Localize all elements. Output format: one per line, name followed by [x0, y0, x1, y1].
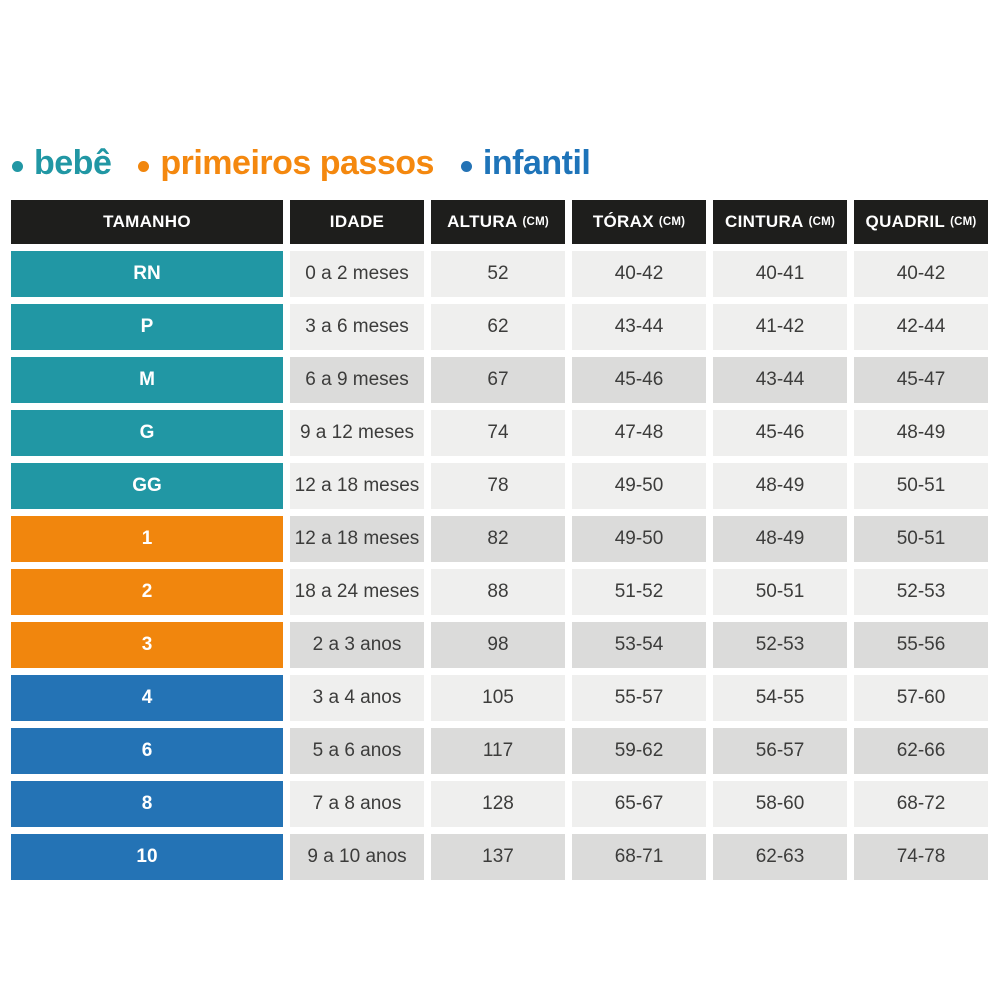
- hip-cell: 57-60: [854, 675, 988, 721]
- waist-cell: 40-41: [713, 251, 847, 297]
- waist-cell: 62-63: [713, 834, 847, 880]
- age-cell: 7 a 8 anos: [290, 781, 424, 827]
- legend-item-infantil: infantil: [460, 144, 591, 183]
- size-cell: M: [11, 357, 283, 403]
- hip-cell: 48-49: [854, 410, 988, 456]
- size-cell: 4: [11, 675, 283, 721]
- legend-label: infantil: [482, 144, 591, 182]
- waist-cell: 43-44: [713, 357, 847, 403]
- chest-cell: 43-44: [572, 304, 706, 350]
- height-cell: 128: [431, 781, 565, 827]
- hip-cell: 74-78: [854, 834, 988, 880]
- age-cell: 3 a 4 anos: [290, 675, 424, 721]
- age-cell: 3 a 6 meses: [290, 304, 424, 350]
- chest-cell: 40-42: [572, 251, 706, 297]
- size-cell: 2: [11, 569, 283, 615]
- waist-cell: 54-55: [713, 675, 847, 721]
- size-cell: 1: [11, 516, 283, 562]
- legend-dot-icon: [138, 160, 150, 172]
- legend-dot-icon: [460, 160, 472, 172]
- chest-cell: 59-62: [572, 728, 706, 774]
- chest-cell: 49-50: [572, 463, 706, 509]
- age-cell: 2 a 3 anos: [290, 622, 424, 668]
- size-chart-table: TAMANHO IDADE ALTURA (CM) TÓRAX (CM) CINTU…: [11, 200, 988, 880]
- chest-cell: 65-67: [572, 781, 706, 827]
- waist-cell: 52-53: [713, 622, 847, 668]
- header-altura: ALTURA (CM): [431, 200, 565, 244]
- hip-cell: 62-66: [854, 728, 988, 774]
- size-cell: P: [11, 304, 283, 350]
- legend-label: primeiros passos: [160, 144, 434, 182]
- legend-label: bebê: [34, 144, 112, 182]
- height-cell: 117: [431, 728, 565, 774]
- age-cell: 12 a 18 meses: [290, 516, 424, 562]
- age-cell: 0 a 2 meses: [290, 251, 424, 297]
- size-cell: 10: [11, 834, 283, 880]
- waist-cell: 58-60: [713, 781, 847, 827]
- height-cell: 98: [431, 622, 565, 668]
- chest-cell: 51-52: [572, 569, 706, 615]
- age-cell: 9 a 10 anos: [290, 834, 424, 880]
- waist-cell: 50-51: [713, 569, 847, 615]
- legend-dot-icon: [12, 160, 23, 172]
- age-cell: 5 a 6 anos: [290, 728, 424, 774]
- height-cell: 74: [431, 410, 565, 456]
- size-cell: RN: [11, 251, 283, 297]
- hip-cell: 52-53: [854, 569, 988, 615]
- legend: bebê primeiros passos infantil: [12, 144, 591, 183]
- header-cintura: CINTURA (CM): [713, 200, 847, 244]
- chest-cell: 68-71: [572, 834, 706, 880]
- age-cell: 18 a 24 meses: [290, 569, 424, 615]
- height-cell: 137: [431, 834, 565, 880]
- chest-cell: 47-48: [572, 410, 706, 456]
- waist-cell: 56-57: [713, 728, 847, 774]
- size-cell: 3: [11, 622, 283, 668]
- height-cell: 62: [431, 304, 565, 350]
- waist-cell: 45-46: [713, 410, 847, 456]
- height-cell: 105: [431, 675, 565, 721]
- header-torax: TÓRAX (CM): [572, 200, 706, 244]
- header-quadril: QUADRIL (CM): [854, 200, 988, 244]
- chest-cell: 49-50: [572, 516, 706, 562]
- legend-item-bebe: bebê: [12, 144, 112, 183]
- hip-cell: 68-72: [854, 781, 988, 827]
- chest-cell: 53-54: [572, 622, 706, 668]
- size-cell: 8: [11, 781, 283, 827]
- legend-item-primeiros-passos: primeiros passos: [138, 144, 434, 183]
- hip-cell: 50-51: [854, 463, 988, 509]
- hip-cell: 40-42: [854, 251, 988, 297]
- hip-cell: 42-44: [854, 304, 988, 350]
- chest-cell: 55-57: [572, 675, 706, 721]
- height-cell: 78: [431, 463, 565, 509]
- height-cell: 52: [431, 251, 565, 297]
- hip-cell: 45-47: [854, 357, 988, 403]
- waist-cell: 41-42: [713, 304, 847, 350]
- size-cell: GG: [11, 463, 283, 509]
- hip-cell: 50-51: [854, 516, 988, 562]
- header-tamanho: TAMANHO: [11, 200, 283, 244]
- age-cell: 6 a 9 meses: [290, 357, 424, 403]
- size-cell: 6: [11, 728, 283, 774]
- height-cell: 82: [431, 516, 565, 562]
- waist-cell: 48-49: [713, 463, 847, 509]
- height-cell: 67: [431, 357, 565, 403]
- age-cell: 9 a 12 meses: [290, 410, 424, 456]
- age-cell: 12 a 18 meses: [290, 463, 424, 509]
- size-cell: G: [11, 410, 283, 456]
- hip-cell: 55-56: [854, 622, 988, 668]
- chest-cell: 45-46: [572, 357, 706, 403]
- waist-cell: 48-49: [713, 516, 847, 562]
- header-idade: IDADE: [290, 200, 424, 244]
- height-cell: 88: [431, 569, 565, 615]
